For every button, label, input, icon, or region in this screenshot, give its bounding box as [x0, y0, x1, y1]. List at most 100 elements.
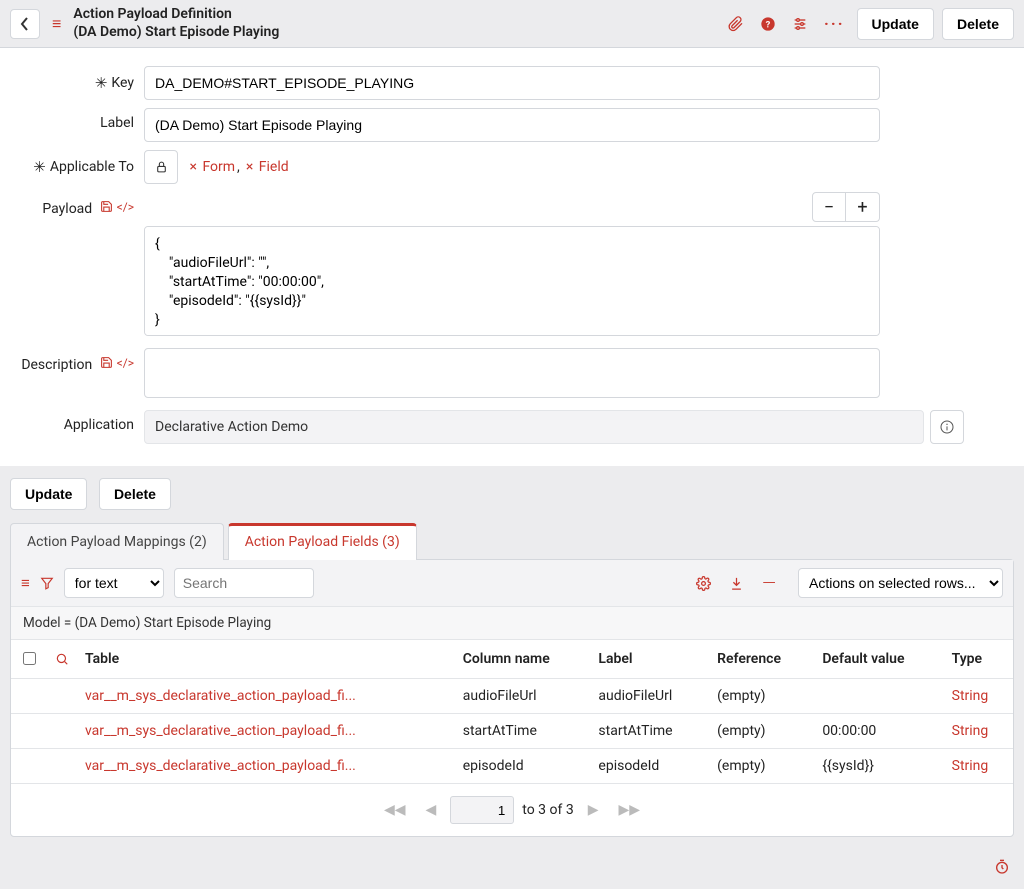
chip-remove-form[interactable]: × [189, 159, 200, 175]
fields-table: Table Column name Label Reference Defaul… [11, 640, 1013, 784]
column-search-icon[interactable] [55, 652, 69, 666]
textarea-payload[interactable]: { "audioFileUrl": "", "startAtTime": "00… [144, 226, 880, 336]
table-row[interactable]: var__m_sys_declarative_action_payload_fi… [11, 714, 1013, 749]
chip-remove-field[interactable]: × [246, 159, 257, 175]
list-menu-icon[interactable]: ≡ [21, 574, 30, 592]
form-area: ✳Key Label ✳Applicable To × Form, × Fiel… [0, 48, 1024, 466]
input-label[interactable] [144, 108, 880, 142]
list-toolbar: ≡ for text — Actions on selected rows... [11, 560, 1013, 607]
tab-fields[interactable]: Action Payload Fields (3) [228, 523, 417, 560]
required-icon: ✳ [33, 158, 46, 176]
textarea-description[interactable] [144, 348, 880, 398]
label-payload: Payload </> [0, 192, 144, 217]
header-update-button[interactable]: Update [857, 8, 934, 40]
th-type[interactable]: Type [944, 640, 1013, 679]
svg-text:?: ? [766, 19, 771, 30]
pager-page-input[interactable] [450, 796, 514, 824]
cell-default: {{sysId}} [814, 749, 943, 784]
settings-icon[interactable] [792, 16, 808, 32]
code-icon[interactable]: </> [117, 200, 134, 214]
chevron-left-icon [20, 17, 30, 31]
payload-plus-button[interactable]: + [846, 192, 880, 222]
footer [0, 851, 1024, 889]
pager-summary: to 3 of 3 [522, 802, 573, 818]
cell-table[interactable]: var__m_sys_declarative_action_payload_fi… [85, 723, 385, 739]
more-icon[interactable]: ··· [824, 14, 844, 33]
cell-table[interactable]: var__m_sys_declarative_action_payload_fi… [85, 688, 385, 704]
th-default[interactable]: Default value [814, 640, 943, 679]
cell-type: String [944, 749, 1013, 784]
cell-reference: (empty) [709, 679, 814, 714]
select-all-checkbox[interactable] [23, 652, 36, 665]
header-bar: ≡ Action Payload Definition (DA Demo) St… [0, 0, 1024, 48]
header-title: Action Payload Definition [73, 6, 279, 24]
th-column[interactable]: Column name [455, 640, 591, 679]
payload-size-buttons: − + [812, 192, 880, 222]
cell-column: startAtTime [455, 714, 591, 749]
cell-table[interactable]: var__m_sys_declarative_action_payload_fi… [85, 758, 385, 774]
th-label[interactable]: Label [590, 640, 709, 679]
code-icon[interactable]: </> [117, 356, 134, 370]
cell-type: String [944, 714, 1013, 749]
pager-prev[interactable]: ◀ [420, 798, 443, 822]
table-row[interactable]: var__m_sys_declarative_action_payload_fi… [11, 749, 1013, 784]
save-icon[interactable] [100, 356, 113, 370]
back-button[interactable] [10, 9, 40, 39]
cell-label: startAtTime [590, 714, 709, 749]
payload-minus-button[interactable]: − [812, 192, 846, 222]
cell-label: episodeId [590, 749, 709, 784]
personalize-icon[interactable] [696, 576, 711, 591]
pager-first[interactable]: ◀◀ [378, 798, 412, 822]
cell-type: String [944, 679, 1013, 714]
header-subtitle: (DA Demo) Start Episode Playing [73, 24, 279, 42]
tab-mappings[interactable]: Action Payload Mappings (2) [10, 523, 224, 560]
export-icon[interactable] [729, 576, 744, 591]
input-key[interactable] [144, 66, 880, 100]
chip-field[interactable]: Field [259, 159, 289, 175]
chip-form[interactable]: Form [202, 159, 235, 175]
pager: ◀◀ ◀ to 3 of 3 ▶ ▶▶ [11, 784, 1013, 836]
cell-reference: (empty) [709, 714, 814, 749]
cell-reference: (empty) [709, 749, 814, 784]
label-label: Label [0, 108, 144, 131]
header-icon-group: ? ··· [728, 14, 844, 33]
sub-update-button[interactable]: Update [10, 478, 87, 510]
cell-label: audioFileUrl [590, 679, 709, 714]
help-icon[interactable]: ? [760, 16, 776, 32]
save-icon[interactable] [100, 200, 113, 214]
cell-column: episodeId [455, 749, 591, 784]
actions-select[interactable]: Actions on selected rows... [798, 568, 1003, 598]
label-applicable-to: ✳Applicable To [0, 150, 144, 175]
search-mode-select[interactable]: for text [64, 568, 164, 598]
header-delete-button[interactable]: Delete [942, 8, 1014, 40]
secondary-toolbar: Update Delete [0, 466, 1024, 522]
tab-strip: Action Payload Mappings (2) Action Paylo… [0, 522, 1024, 559]
list-search-input[interactable] [174, 568, 314, 598]
filter-icon[interactable] [40, 576, 54, 590]
th-table[interactable]: Table [77, 640, 455, 679]
list-right-icons: — [696, 573, 776, 594]
collapse-icon[interactable]: — [762, 573, 776, 594]
pager-next[interactable]: ▶ [582, 798, 605, 822]
lock-icon [155, 160, 168, 174]
pager-last[interactable]: ▶▶ [613, 798, 647, 822]
label-key: ✳Key [0, 66, 144, 91]
attachment-icon[interactable] [728, 16, 744, 32]
sub-delete-button[interactable]: Delete [99, 478, 171, 510]
info-icon [939, 419, 955, 435]
table-header-row: Table Column name Label Reference Defaul… [11, 640, 1013, 679]
menu-icon[interactable]: ≡ [52, 16, 61, 32]
required-icon: ✳ [95, 74, 108, 92]
timing-icon[interactable] [994, 859, 1010, 875]
cell-column: audioFileUrl [455, 679, 591, 714]
list-panel: ≡ for text — Actions on selected rows...… [10, 559, 1014, 837]
cell-default [814, 679, 943, 714]
cell-default: 00:00:00 [814, 714, 943, 749]
application-info-button[interactable] [930, 410, 964, 444]
applicable-to-chips: × Form, × Field [181, 150, 288, 184]
th-ref[interactable]: Reference [709, 640, 814, 679]
table-row[interactable]: var__m_sys_declarative_action_payload_fi… [11, 679, 1013, 714]
label-application: Application [0, 410, 144, 433]
model-breadcrumb[interactable]: Model = (DA Demo) Start Episode Playing [11, 607, 1013, 640]
lock-button[interactable] [144, 150, 178, 184]
